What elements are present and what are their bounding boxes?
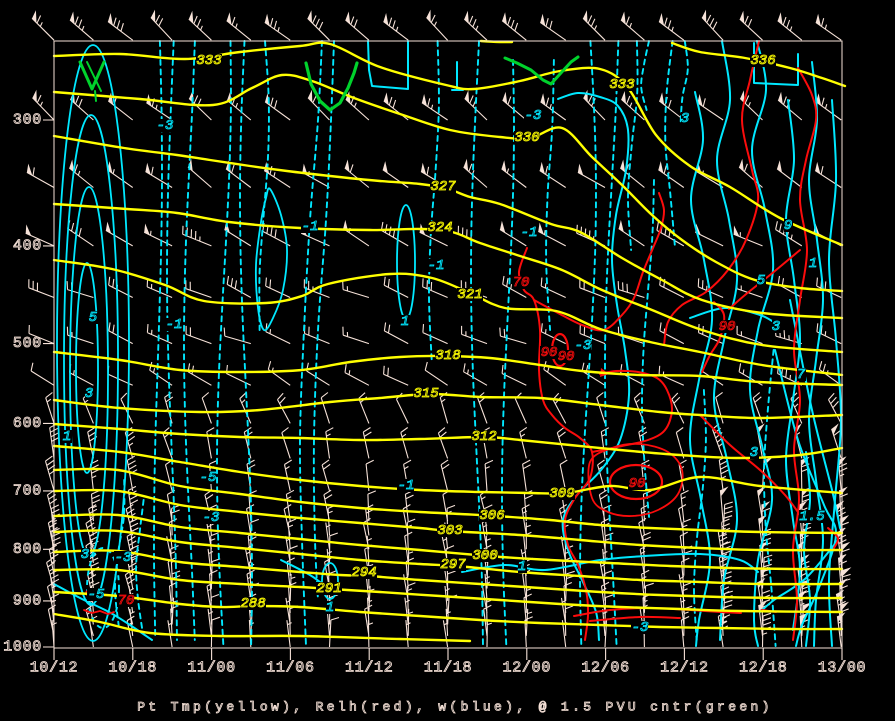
svg-text:9: 9 xyxy=(784,218,792,234)
svg-text:7: 7 xyxy=(797,367,806,383)
svg-text:-3: -3 xyxy=(115,550,132,566)
svg-text:12/12: 12/12 xyxy=(660,660,709,677)
svg-text:330: 330 xyxy=(514,130,539,146)
svg-text:5: 5 xyxy=(89,310,98,326)
svg-text:90: 90 xyxy=(558,349,575,365)
svg-text:306: 306 xyxy=(479,508,504,524)
svg-text:315: 315 xyxy=(413,386,439,402)
svg-text:3: 3 xyxy=(772,319,780,335)
svg-text:-1: -1 xyxy=(398,478,415,494)
svg-text:318: 318 xyxy=(435,348,460,364)
svg-text:12/18: 12/18 xyxy=(739,660,788,677)
svg-text:10/12: 10/12 xyxy=(30,660,79,677)
svg-text:1000: 1000 xyxy=(3,639,42,656)
svg-text:333: 333 xyxy=(196,53,221,69)
svg-text:3: 3 xyxy=(750,445,758,461)
svg-text:11/12: 11/12 xyxy=(345,660,394,677)
svg-text:12/06: 12/06 xyxy=(581,660,630,677)
svg-text:11/06: 11/06 xyxy=(266,660,315,677)
svg-text:-3: -3 xyxy=(157,118,174,134)
svg-text:1: 1 xyxy=(518,559,526,575)
svg-text:900: 900 xyxy=(13,592,42,609)
svg-text:1: 1 xyxy=(326,600,334,616)
svg-text:90: 90 xyxy=(541,345,558,361)
svg-text:1: 1 xyxy=(63,429,71,445)
svg-text:800: 800 xyxy=(13,541,42,558)
svg-text:297: 297 xyxy=(440,557,466,573)
svg-text:1: 1 xyxy=(401,314,409,330)
svg-text:291: 291 xyxy=(316,581,341,597)
svg-text:333: 333 xyxy=(609,77,634,93)
svg-text:Pt Tmp(yellow), Relh(red), w(b: Pt Tmp(yellow), Relh(red), w(blue), @ 1.… xyxy=(137,700,773,715)
svg-text:-3: -3 xyxy=(525,108,542,124)
svg-text:288: 288 xyxy=(240,596,265,612)
svg-text:-3: -3 xyxy=(575,338,592,354)
svg-text:324: 324 xyxy=(427,220,452,236)
svg-text:-1: -1 xyxy=(521,225,538,241)
svg-text:-1: -1 xyxy=(428,258,445,274)
svg-text:-1: -1 xyxy=(166,317,183,333)
svg-text:11/18: 11/18 xyxy=(424,660,473,677)
svg-text:-5: -5 xyxy=(88,587,105,603)
svg-text:294: 294 xyxy=(351,565,376,581)
svg-text:-1: -1 xyxy=(302,219,319,235)
svg-text:5: 5 xyxy=(757,273,766,289)
svg-text:327: 327 xyxy=(430,179,456,195)
svg-text:400: 400 xyxy=(13,237,42,254)
svg-text:-5: -5 xyxy=(200,470,217,486)
svg-text:70: 70 xyxy=(118,593,135,609)
svg-text:700: 700 xyxy=(13,482,42,499)
svg-text:309: 309 xyxy=(549,486,574,502)
svg-text:70: 70 xyxy=(513,275,530,291)
svg-text:3: 3 xyxy=(85,386,93,402)
svg-text:11/00: 11/00 xyxy=(187,660,236,677)
svg-text:90: 90 xyxy=(629,476,646,492)
svg-text:321: 321 xyxy=(457,287,482,303)
svg-text:-3: -3 xyxy=(203,510,220,526)
svg-text:500: 500 xyxy=(13,335,42,352)
svg-text:336: 336 xyxy=(750,53,775,69)
svg-text:300: 300 xyxy=(472,548,497,564)
svg-text:90: 90 xyxy=(719,319,736,335)
svg-text:12/00: 12/00 xyxy=(503,660,552,677)
svg-text:300: 300 xyxy=(13,112,42,129)
svg-text:3: 3 xyxy=(81,547,89,563)
svg-text:303: 303 xyxy=(437,523,462,539)
svg-text:1: 1 xyxy=(809,256,817,272)
svg-text:13/00: 13/00 xyxy=(818,660,867,677)
svg-text:-3: -3 xyxy=(632,620,649,636)
svg-text:600: 600 xyxy=(13,415,42,432)
svg-text:312: 312 xyxy=(471,429,496,445)
svg-text:1.5: 1.5 xyxy=(799,509,825,525)
svg-text:10/18: 10/18 xyxy=(109,660,158,677)
svg-text:3: 3 xyxy=(681,111,689,127)
